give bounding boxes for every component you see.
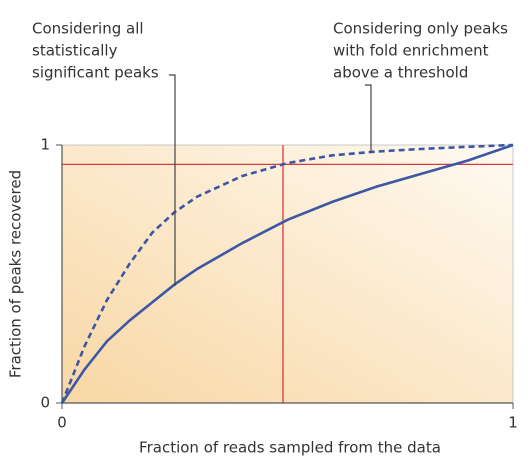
y-tick-label: 0 bbox=[40, 394, 50, 412]
y-axis-label: Fraction of peaks recovered bbox=[7, 170, 25, 378]
series-line bbox=[60, 143, 514, 404]
annotation: Considering only peaks bbox=[333, 20, 508, 38]
y-tick-label: 1 bbox=[40, 136, 50, 154]
leader-line bbox=[365, 84, 372, 152]
x-axis-label: Fraction of reads sampled from the data bbox=[139, 439, 441, 457]
annotation: statistically bbox=[32, 42, 118, 60]
plot-area bbox=[61, 144, 514, 404]
annotation: with fold enrichment bbox=[333, 42, 489, 60]
leader-line bbox=[169, 74, 176, 286]
x-tick-label: 0 bbox=[57, 414, 67, 432]
annotation: significant peaks bbox=[32, 64, 159, 82]
annotation: above a threshold bbox=[333, 64, 468, 82]
annotation: Considering all bbox=[32, 20, 144, 38]
x-tick-label: 1 bbox=[508, 414, 518, 432]
